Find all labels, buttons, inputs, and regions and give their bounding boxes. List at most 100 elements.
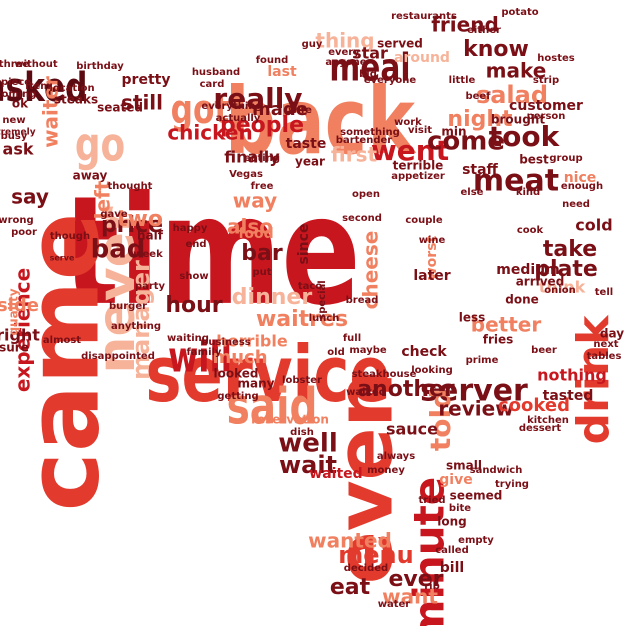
word-looked: looked [214, 367, 259, 381]
word-old: old [327, 347, 344, 358]
word-came: came [4, 213, 121, 512]
word-half: half [137, 229, 164, 243]
word-appetizer: appetizer [391, 171, 445, 182]
word-manager: manager [127, 260, 155, 380]
word-last: last [267, 64, 297, 80]
word-told: told [424, 389, 457, 451]
word-new: new [2, 115, 25, 126]
word-taste: taste [286, 136, 327, 152]
word-free: free [251, 181, 274, 192]
word-long: long [437, 515, 467, 529]
word-arrived: arrived [516, 275, 565, 289]
word-card: card [200, 79, 225, 90]
word-asked: asked [0, 65, 88, 111]
word-cheese: cheese [359, 231, 383, 310]
word-steaks: steaks [54, 93, 98, 107]
word-water: water [378, 599, 411, 610]
word-took: took [489, 120, 561, 153]
word-dinner: dinner [232, 285, 313, 310]
word-review: review [438, 397, 513, 421]
word-almost: almost [43, 335, 81, 346]
word-take: take [543, 237, 597, 262]
word-money: money [367, 465, 405, 476]
word-lobster: lobster [282, 375, 322, 386]
word-every: every [328, 47, 360, 58]
word-wanted: wanted [308, 529, 392, 553]
word-anything: anything [111, 321, 161, 332]
word-guy: guy [302, 39, 323, 50]
word-couple: couple [405, 215, 443, 226]
word-think: think [539, 278, 586, 297]
word-side: side [0, 295, 39, 316]
word-bread: bread [346, 295, 379, 306]
word-waitres: waitres [256, 307, 348, 332]
word-getting: getting [217, 391, 258, 402]
word-away: away [73, 169, 108, 183]
word-maybe: maybe [349, 345, 387, 356]
word-waiting: waiting [167, 333, 209, 344]
word-hour: hour [165, 293, 222, 318]
word-thought: thought [108, 181, 153, 192]
word-ask: ask [3, 140, 34, 159]
word-family: family [187, 347, 222, 358]
word-price: price [101, 213, 163, 238]
word-time: time [63, 163, 360, 338]
word-medium: medium [496, 262, 559, 278]
word-put: put [252, 267, 271, 278]
word-cold: cold [575, 216, 612, 235]
word-empty: empty [458, 535, 494, 546]
word-everything: everything [201, 101, 262, 112]
word-dessert: dessert [519, 423, 562, 434]
word-kitchen: kitchen [527, 415, 569, 426]
word-many: many [238, 377, 275, 391]
word-got: got [171, 87, 230, 133]
word-wine: wine [419, 235, 446, 246]
word-worst: worst [424, 235, 440, 280]
word-night: night [447, 107, 513, 132]
word-even: even [320, 372, 410, 584]
word-star: star [352, 44, 388, 63]
word-later: later [413, 268, 450, 284]
word-min: min [441, 125, 466, 139]
word-meat: meat [473, 164, 559, 199]
word-pretty: pretty [122, 72, 171, 88]
word-visit: visit [408, 125, 432, 136]
word-best: best [519, 153, 549, 167]
word-bad: bad [91, 235, 146, 265]
word-give: give [439, 472, 472, 488]
word-always: always [377, 451, 415, 462]
word-food: food [238, 226, 273, 242]
word-location: location [49, 83, 94, 94]
word-business: business [201, 337, 251, 348]
word-big: big [359, 69, 377, 80]
word-served: served [377, 37, 423, 51]
word-taco: taco [298, 281, 322, 292]
word-show: show [179, 271, 208, 282]
word-small: small [446, 459, 482, 473]
word-bite: bite [449, 503, 471, 514]
word-customer: customer [509, 98, 583, 114]
word-went: went [371, 134, 449, 167]
word-since: since [296, 224, 312, 265]
word-seemed: seemed [450, 489, 503, 503]
word-left: left [91, 180, 115, 219]
word-check: check [401, 344, 447, 360]
word-steakhouse: steakhouse [352, 369, 417, 380]
word-come: come [427, 127, 505, 157]
word-made: made [252, 99, 308, 120]
word-nothing: nothing [537, 366, 607, 385]
word-never: never [87, 206, 147, 373]
word-end: end [185, 239, 206, 250]
word-decided: decided [344, 563, 388, 574]
word-said: said [227, 377, 318, 436]
word-little: little [449, 75, 476, 86]
word-menu: menu [338, 541, 413, 569]
word-called: called [435, 545, 468, 556]
word-plate: plate [534, 257, 598, 282]
word-staff: staff [462, 162, 498, 178]
word-husband: husband [192, 67, 240, 78]
word-right: right [0, 326, 40, 345]
word-birthday: birthday [76, 61, 124, 72]
word-actually: actually [216, 113, 261, 124]
